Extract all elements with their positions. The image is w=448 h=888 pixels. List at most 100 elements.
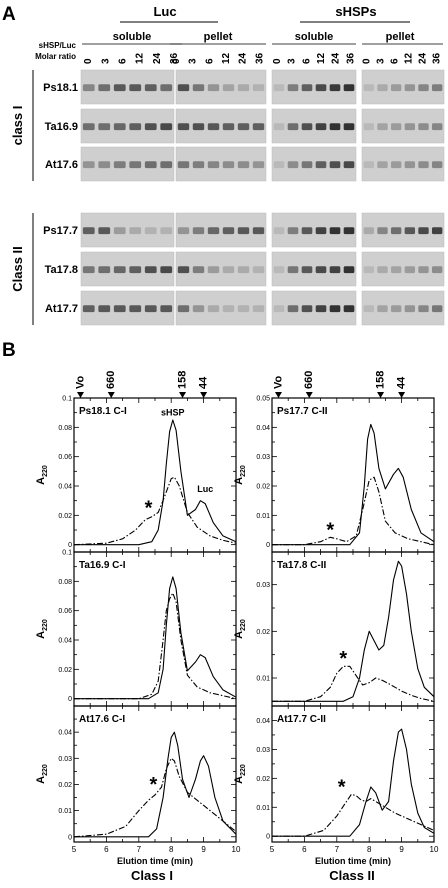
gel-band <box>129 266 142 274</box>
y-tick-label: 0 <box>68 834 72 841</box>
gel-band <box>287 305 299 313</box>
marker-label: Vo <box>272 375 284 389</box>
gel-band <box>82 266 95 274</box>
gel-band <box>404 305 416 313</box>
gel-band <box>144 123 157 131</box>
gel-band <box>418 305 429 313</box>
chart-ps17-7-c-ii: 0 0.01 0.02 0.03 0.04 0.05 A220 Ps17.7 C-II * <box>233 396 435 553</box>
gel-band <box>377 84 388 92</box>
gel-band <box>301 123 313 131</box>
chart-frame <box>271 551 435 707</box>
gel-band <box>222 84 235 92</box>
gel-band <box>207 305 220 313</box>
star-annotation: * <box>145 498 153 520</box>
panel-b-chromatograms: B Vo 660 158 44 Vo 660 158 4400.020.040.060.080… <box>2 340 439 883</box>
gel-band <box>315 84 327 92</box>
gel-band <box>237 305 250 313</box>
gel-band <box>82 161 95 169</box>
gel-band <box>160 84 173 92</box>
gel-band <box>287 84 299 92</box>
series-line-dashdot <box>272 665 435 702</box>
ratio-tick-label: 36 <box>345 52 356 64</box>
gel-band <box>377 161 388 169</box>
gel-band <box>431 227 443 235</box>
ratio-tick-label: 3 <box>376 58 387 64</box>
marker-arrow <box>200 392 208 398</box>
x-tick-label: 9 <box>399 845 404 854</box>
gel-band <box>129 84 142 92</box>
chart-ta17-8-c-ii: 0.01 0.02 0.03 A220 Ta17.8 C-II * <box>233 551 435 707</box>
gel-band <box>343 84 355 92</box>
gel-band <box>363 84 375 92</box>
series-line-solid <box>74 576 237 700</box>
gel-band <box>343 227 355 235</box>
gel-band <box>98 266 111 274</box>
marker-arrow <box>76 392 84 398</box>
y-tick-label: 0.03 <box>58 756 72 763</box>
gel-band <box>192 84 205 92</box>
x-tick-label: 8 <box>367 845 372 854</box>
y-tick-label: 0.03 <box>256 582 270 589</box>
gel-band <box>177 84 190 92</box>
gel-band <box>363 123 375 131</box>
gel-lane-panel <box>271 146 357 182</box>
y-tick-label: 0.06 <box>58 608 72 615</box>
ratio-tick-label: 3 <box>100 58 111 64</box>
gel-band <box>98 161 111 169</box>
group-label-luc: Luc <box>153 4 176 19</box>
gel-band <box>418 161 429 169</box>
gel-lane-panel <box>271 290 357 326</box>
ratio-tick-label: 12 <box>135 52 146 64</box>
y-tick-label: 0.04 <box>256 425 270 432</box>
star-annotation: * <box>149 774 157 796</box>
y-axis-label: A220 <box>35 465 49 485</box>
gel-lane-panel <box>80 108 175 144</box>
ratio-tick-label: 24 <box>418 52 429 64</box>
ratio-tick-label: 6 <box>301 58 312 64</box>
y-tick-label: 0.1 <box>62 396 72 403</box>
ratio-tick-label: 0 <box>362 58 373 64</box>
gel-band <box>207 84 220 92</box>
star-annotation: * <box>326 520 334 542</box>
x-tick-label: 10 <box>430 845 439 854</box>
gel-band <box>129 305 142 313</box>
series-line-solid <box>272 423 435 546</box>
gel-band <box>418 123 429 131</box>
gel-band <box>252 266 265 274</box>
gel-band <box>192 305 205 313</box>
y-tick-label: 0.02 <box>256 776 270 783</box>
gel-band <box>177 123 190 131</box>
gel-band <box>252 123 265 131</box>
gel-band <box>390 305 402 313</box>
gel-band <box>301 161 313 169</box>
y-tick-label: 0.02 <box>256 484 270 491</box>
gel-band <box>315 161 327 169</box>
gel-band <box>390 227 402 235</box>
gel-lane-panel <box>361 212 445 248</box>
chart-ps18-1-c-i: 0 0.02 0.04 0.06 0.08 0.1 A220 Ps18.1 C-I sHSP Lu… <box>35 396 237 553</box>
gel-lane-panel <box>361 251 445 287</box>
x-tick-label: 5 <box>72 845 77 854</box>
gel-band <box>418 227 429 235</box>
gel-band <box>418 84 429 92</box>
y-tick-label: 0.08 <box>58 425 72 432</box>
gel-band <box>390 123 402 131</box>
x-axis-label: Elution time (min) <box>117 856 193 866</box>
gel-band <box>252 161 265 169</box>
chart-ta16-9-c-i: 0 0.02 0.04 0.06 0.08 0.1 A220 Ta16.9 C-I <box>35 550 237 707</box>
gel-band <box>222 161 235 169</box>
gel-band <box>113 84 126 92</box>
gel-band <box>390 266 402 274</box>
gel-band <box>113 123 126 131</box>
gel-band <box>144 266 157 274</box>
chart-at17-6-c-i: 0 0.01 0.02 0.03 0.04 5 6 7 8 9 10 Elution time (mi… <box>35 705 241 866</box>
gel-lane-panel <box>271 251 357 287</box>
gel-band <box>329 161 341 169</box>
gel-lane-panel <box>361 146 445 182</box>
gel-band <box>252 227 265 235</box>
gel-lane-panel <box>175 69 267 105</box>
gel-band <box>343 161 355 169</box>
gel-band <box>237 161 250 169</box>
gel-band <box>377 305 388 313</box>
series-line-dashdot <box>272 793 435 837</box>
